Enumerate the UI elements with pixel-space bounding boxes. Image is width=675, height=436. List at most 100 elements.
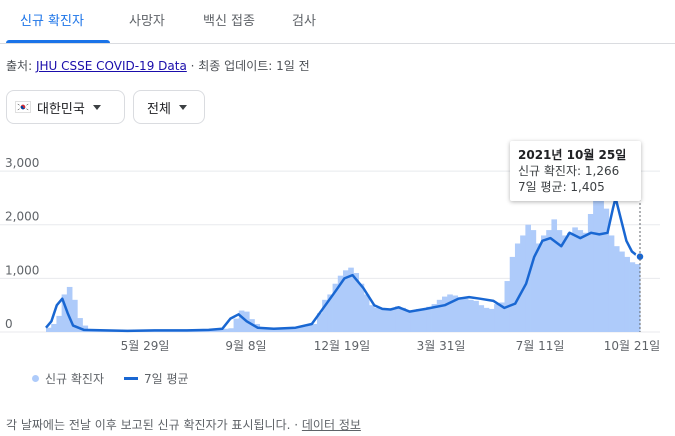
daily-cases-bar (379, 309, 386, 332)
x-tick-label: 5월 29일 (121, 339, 170, 353)
daily-cases-bar (483, 307, 490, 332)
daily-cases-bar (457, 297, 464, 332)
daily-cases-bar (306, 325, 313, 332)
daily-cases-bar (629, 262, 636, 332)
daily-cases-bar (343, 270, 349, 332)
country-label: 대한민국 (37, 101, 85, 117)
last-updated: · 최종 업데이트: 1일 전 (186, 59, 310, 73)
active-tab-indicator (6, 40, 110, 43)
daily-cases-bar (624, 256, 630, 332)
daily-cases-bar (468, 299, 474, 332)
caret-down-icon (92, 104, 101, 110)
daily-cases-bar (514, 243, 521, 332)
average-legend-line (124, 377, 139, 380)
daily-cases-bar (520, 235, 526, 332)
footer-text: 각 날짜에는 전날 이후 보고된 신규 확진자가 표시됩니다. · (6, 418, 302, 432)
daily-cases-bar (541, 235, 547, 332)
daily-cases-bar (561, 235, 568, 332)
daily-cases-bar (431, 304, 438, 332)
cases-chart[interactable]: 3,000 2,000 1,000 0 5월 29일 9월 8일 12월 19일 3월 31… (0, 135, 675, 365)
source-prefix: 출처: (6, 59, 36, 73)
daily-cases-bar (290, 328, 297, 332)
tab-testing[interactable]: 검사 (292, 14, 316, 29)
daily-cases-bar (488, 308, 495, 332)
daily-cases-bar (426, 306, 432, 332)
daily-cases-bar (238, 310, 245, 332)
daily-cases-bar (66, 286, 73, 332)
daily-cases-bar (582, 232, 589, 332)
data-info-link[interactable]: 데이터 정보 (301, 418, 361, 432)
tooltip-cases: 신규 확진자: 1,266 (518, 164, 620, 178)
tab-new-cases[interactable]: 신규 확진자 (20, 14, 84, 29)
country-dropdown[interactable]: 대한민국 (6, 90, 125, 124)
y-tick-label: 2,000 (5, 210, 39, 224)
daily-cases-bar (270, 328, 276, 332)
daily-cases-bar (530, 230, 537, 332)
daily-cases-bar (363, 294, 370, 332)
daily-cases-bar (415, 308, 422, 332)
daily-cases-bar (327, 294, 333, 332)
daily-cases-bar (608, 235, 615, 332)
daily-cases-bar (332, 283, 339, 332)
daily-cases-bar (77, 318, 83, 332)
x-tick-label: 9월 8일 (225, 339, 266, 353)
chart-tooltip: 2021년 10월 25일 신규 확진자: 1,266 7일 평균: 1,405 (510, 141, 641, 201)
daily-cases-bar (322, 299, 328, 332)
daily-cases-bar (400, 307, 406, 332)
x-tick-label: 12월 19일 (314, 339, 370, 353)
daily-cases-bar (395, 306, 401, 332)
daily-cases-bar (301, 326, 307, 332)
range-dropdown[interactable]: 전체 (133, 90, 205, 124)
daily-cases-bar (572, 227, 578, 332)
y-tick-label: 3,000 (5, 156, 39, 170)
daily-cases-bar (436, 299, 443, 332)
daily-cases-bar (358, 283, 365, 332)
y-tick-label: 0 (5, 317, 13, 331)
legend-average-label: 7일 평균 (144, 372, 189, 386)
daily-cases-bar (603, 208, 610, 332)
daily-cases-bar (348, 267, 354, 332)
x-tick-label: 10월 21일 (604, 339, 660, 353)
daily-cases-bar (353, 273, 360, 332)
daily-cases-bar (56, 315, 63, 332)
daily-cases-bar (259, 327, 266, 332)
daily-cases-bar (275, 329, 281, 332)
cases-legend-dot (32, 375, 39, 382)
tab-bar: 신규 확진자 사망자 백신 접종 검사 (0, 0, 675, 44)
daily-cases-bar (51, 323, 57, 332)
daily-cases-bar (613, 246, 620, 332)
daily-cases-bar (598, 171, 604, 332)
daily-cases-bar (61, 294, 68, 332)
daily-cases-bar (405, 310, 412, 332)
daily-cases-bar (546, 230, 552, 332)
daily-cases-bar (337, 275, 344, 332)
seven-day-average-line (45, 196, 641, 333)
daily-cases-bar (494, 304, 500, 332)
daily-cases-bar (280, 329, 287, 332)
source-link[interactable]: JHU CSSE COVID-19 Data (35, 59, 187, 73)
range-label: 전체 (147, 101, 171, 117)
daily-cases-bar (556, 230, 563, 332)
daily-cases-bar (442, 296, 448, 332)
tab-deaths[interactable]: 사망자 (129, 14, 165, 29)
tab-vaccinations[interactable]: 백신 접종 (203, 14, 255, 29)
daily-cases-bar (535, 243, 542, 332)
daily-cases-bar (311, 323, 318, 332)
x-tick-label: 3월 31일 (417, 339, 466, 353)
daily-cases-bar (634, 264, 641, 332)
daily-cases-bar (46, 327, 52, 332)
daily-cases-bar (223, 328, 229, 332)
daily-cases-bar (264, 328, 271, 332)
daily-cases-bar (452, 295, 459, 332)
daily-cases-bar (233, 318, 240, 332)
daily-cases-bar (462, 298, 469, 332)
daily-cases-bar (410, 311, 417, 332)
daily-cases-bar (285, 328, 292, 332)
daily-cases-bar (567, 232, 573, 332)
daily-cases-bar (384, 308, 391, 332)
daily-cases-bar (228, 328, 234, 332)
daily-cases-bar (478, 305, 485, 332)
korea-flag-icon (15, 101, 31, 113)
caret-down-icon (178, 104, 187, 110)
daily-cases-bar (473, 300, 479, 332)
